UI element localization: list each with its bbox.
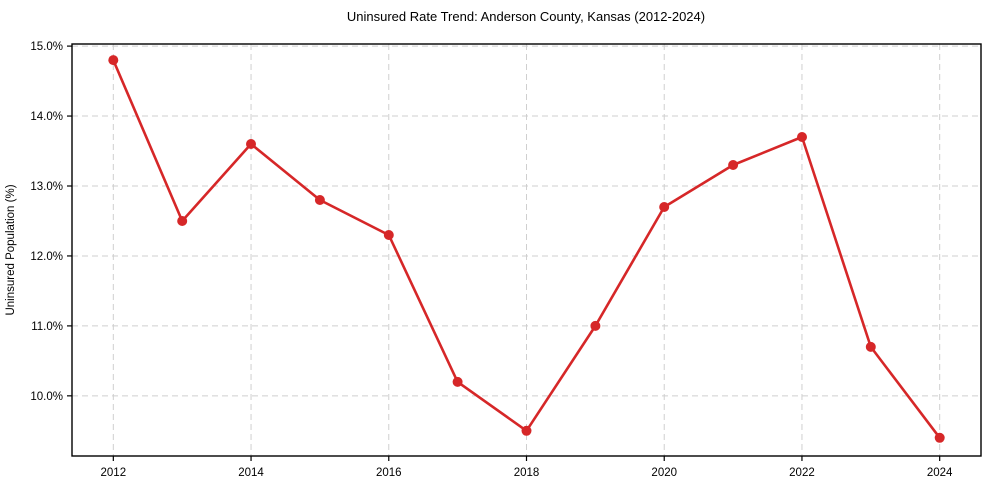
x-tick-label: 2014 (238, 467, 264, 479)
axes-layer: 2012 2014 2016 2018 2020 2022 2024 10.0% 11.0% 12… (30, 41, 982, 479)
data-point-marker (177, 216, 188, 226)
x-tick-label: 2012 (101, 467, 127, 479)
data-point-marker (314, 195, 325, 205)
x-tick-label: 2022 (789, 467, 815, 479)
y-tick-label: 14.0% (30, 111, 63, 123)
x-tick-label: 2024 (927, 467, 953, 479)
data-point-marker (108, 55, 119, 66)
x-tick-label: 2016 (376, 467, 402, 479)
data-point-marker (383, 230, 394, 240)
x-tick-label: 2020 (651, 467, 677, 479)
chart-title: Uninsured Rate Trend: Anderson County, K… (347, 9, 705, 24)
grid-layer (72, 44, 981, 456)
data-point-marker (797, 132, 807, 142)
x-tick-label: 2018 (514, 467, 540, 479)
y-tick-label: 13.0% (30, 181, 63, 193)
y-tick-label: 12.0% (30, 251, 63, 263)
data-point-marker (865, 341, 876, 352)
series-layer (108, 55, 945, 443)
data-point-marker (246, 139, 256, 149)
data-point-marker (659, 202, 670, 212)
y-axis-label: Uninsured Population (%) (5, 184, 17, 315)
data-point-marker (934, 432, 945, 443)
data-point-marker (521, 425, 532, 436)
data-point-marker (590, 320, 601, 331)
y-tick-label: 15.0% (30, 41, 63, 53)
y-tick-label: 10.0% (30, 391, 63, 403)
data-point-marker (452, 376, 463, 387)
data-point-marker (728, 160, 739, 170)
y-tick-label: 11.0% (31, 321, 63, 333)
